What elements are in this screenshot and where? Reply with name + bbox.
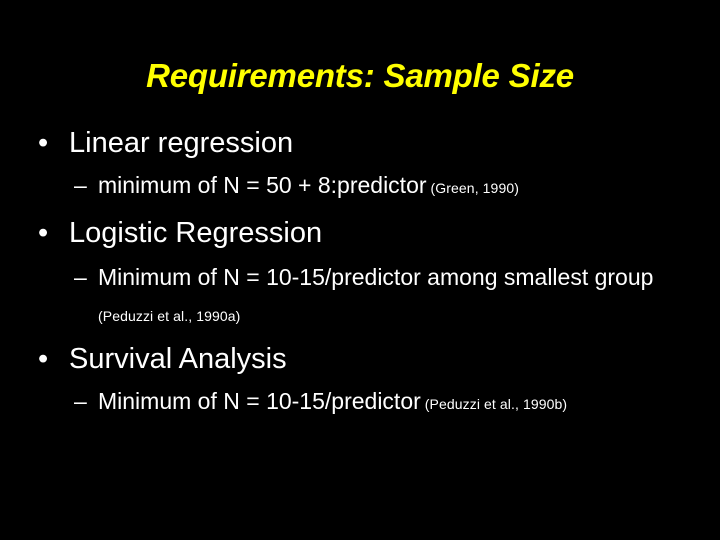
sub-list-item-text: Minimum of N = 10-15/predictor	[98, 388, 421, 414]
list-item: • Logistic Regression	[0, 214, 720, 253]
dash-icon: –	[74, 172, 87, 198]
sub-list-item: – minimum of N = 50 + 8:predictor (Green…	[0, 169, 720, 205]
sub-list-item-text: Minimum of N = 10-15/predictor among sma…	[98, 264, 654, 290]
citation: (Green, 1990)	[426, 180, 519, 196]
sub-list-item-label: Minimum of N = 10-15/predictor among sma…	[98, 261, 658, 333]
spacer	[0, 205, 720, 214]
list-item-label: Linear regression	[69, 127, 294, 159]
sub-list-item-label: Minimum of N = 10-15/predictor (Peduzzi …	[98, 385, 567, 421]
bullet-icon: •	[38, 217, 49, 249]
sub-list-item-text: minimum of N = 50 + 8:predictor	[98, 172, 427, 198]
list-item-label: Logistic Regression	[69, 217, 323, 249]
list-item-label: Survival Analysis	[69, 343, 287, 375]
citation: (Peduzzi et al., 1990b)	[420, 396, 568, 412]
slide-body: • Linear regression – minimum of N = 50 …	[0, 124, 720, 421]
list-item: • Survival Analysis	[0, 340, 720, 379]
dash-icon: –	[74, 388, 87, 414]
citation: (Peduzzi et al., 1990a)	[98, 308, 241, 324]
sub-list-item: – Minimum of N = 10-15/predictor (Peduzz…	[0, 385, 720, 421]
sub-list-item-label: minimum of N = 50 + 8:predictor (Green, …	[98, 169, 519, 205]
list-item: • Linear regression	[0, 124, 720, 163]
bullet-icon: •	[38, 127, 49, 159]
bullet-icon: •	[38, 343, 49, 375]
spacer	[0, 253, 720, 261]
sub-list-item: – Minimum of N = 10-15/predictor among s…	[0, 261, 720, 333]
page-title: Requirements: Sample Size	[146, 57, 574, 94]
dash-icon: –	[74, 264, 87, 290]
spacer	[0, 333, 720, 340]
